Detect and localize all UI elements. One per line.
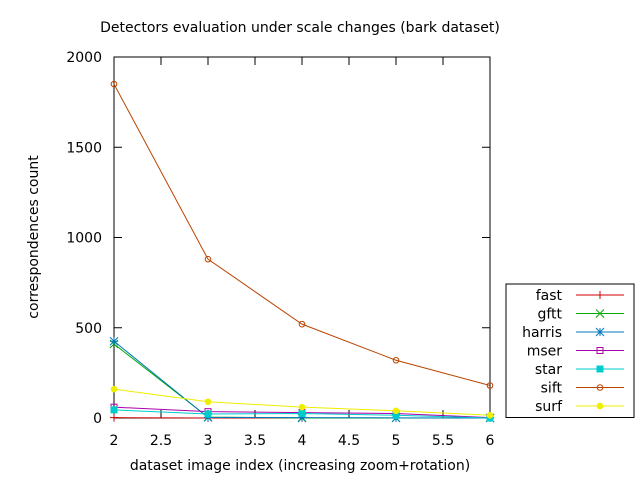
legend-label-sift: sift (541, 381, 563, 397)
legend-marker-star (596, 365, 604, 373)
data-point-sift (298, 320, 306, 328)
data-point-surf (392, 407, 400, 415)
data-point-harris (109, 336, 119, 346)
data-point-sift (392, 356, 400, 364)
x-tick-label: 4.5 (338, 433, 360, 449)
data-point-surf (298, 403, 306, 411)
x-tick-label: 2.5 (150, 433, 172, 449)
data-point-surf (204, 398, 212, 406)
data-point-star (298, 409, 306, 417)
data-point-star (110, 406, 118, 414)
legend-label-star: star (535, 362, 562, 378)
legend-label-mser: mser (527, 344, 563, 360)
x-tick-label: 5.5 (432, 433, 454, 449)
y-tick-label: 0 (93, 411, 102, 427)
series-line-sift (113, 83, 491, 386)
x-tick-label: 6 (486, 433, 495, 449)
y-axis-label: correspondences count (26, 155, 42, 319)
legend-marker-sift (596, 384, 604, 391)
plot-area: 0 500 1000 1500 2000 2 2.5 3 3.5 4 4.5 5 5.5 6 (66, 50, 494, 449)
data-point-fast (110, 413, 118, 422)
plot-frame (113, 56, 491, 419)
legend-marker-mser (596, 347, 604, 354)
y-tick-label: 2000 (66, 50, 102, 66)
chart-title: Detectors evaluation under scale changes… (100, 20, 500, 36)
legend-label-surf: surf (535, 399, 563, 415)
x-tick-label: 5 (392, 433, 401, 449)
legend-marker-harris (595, 327, 605, 337)
x-tick-label: 3 (204, 433, 213, 449)
y-tick-label: 1000 (66, 231, 102, 247)
data-point-sift (110, 80, 118, 88)
y-tick-label: 500 (75, 321, 102, 337)
x-axis-label: dataset image index (increasing zoom+rot… (130, 458, 470, 474)
legend-label-fast: fast (536, 288, 563, 304)
legend-marker-fast (596, 291, 604, 299)
data-point-surf (486, 411, 494, 419)
x-tick-label: 3.5 (244, 433, 266, 449)
data-point-sift (486, 382, 494, 389)
y-tick-label: 1500 (66, 140, 102, 156)
data-point-sift (204, 255, 212, 263)
legend-label-gftt: gftt (537, 307, 562, 323)
data-point-star (204, 410, 212, 418)
x-tick-label: 2 (110, 433, 119, 449)
legend-marker-gftt (595, 309, 605, 318)
data-point-surf (110, 385, 118, 393)
x-tick-label: 4 (298, 433, 307, 449)
legend: fast gftt harris mser star sift surf (505, 283, 635, 418)
legend-label-harris: harris (522, 325, 562, 341)
legend-marker-surf (596, 402, 604, 410)
